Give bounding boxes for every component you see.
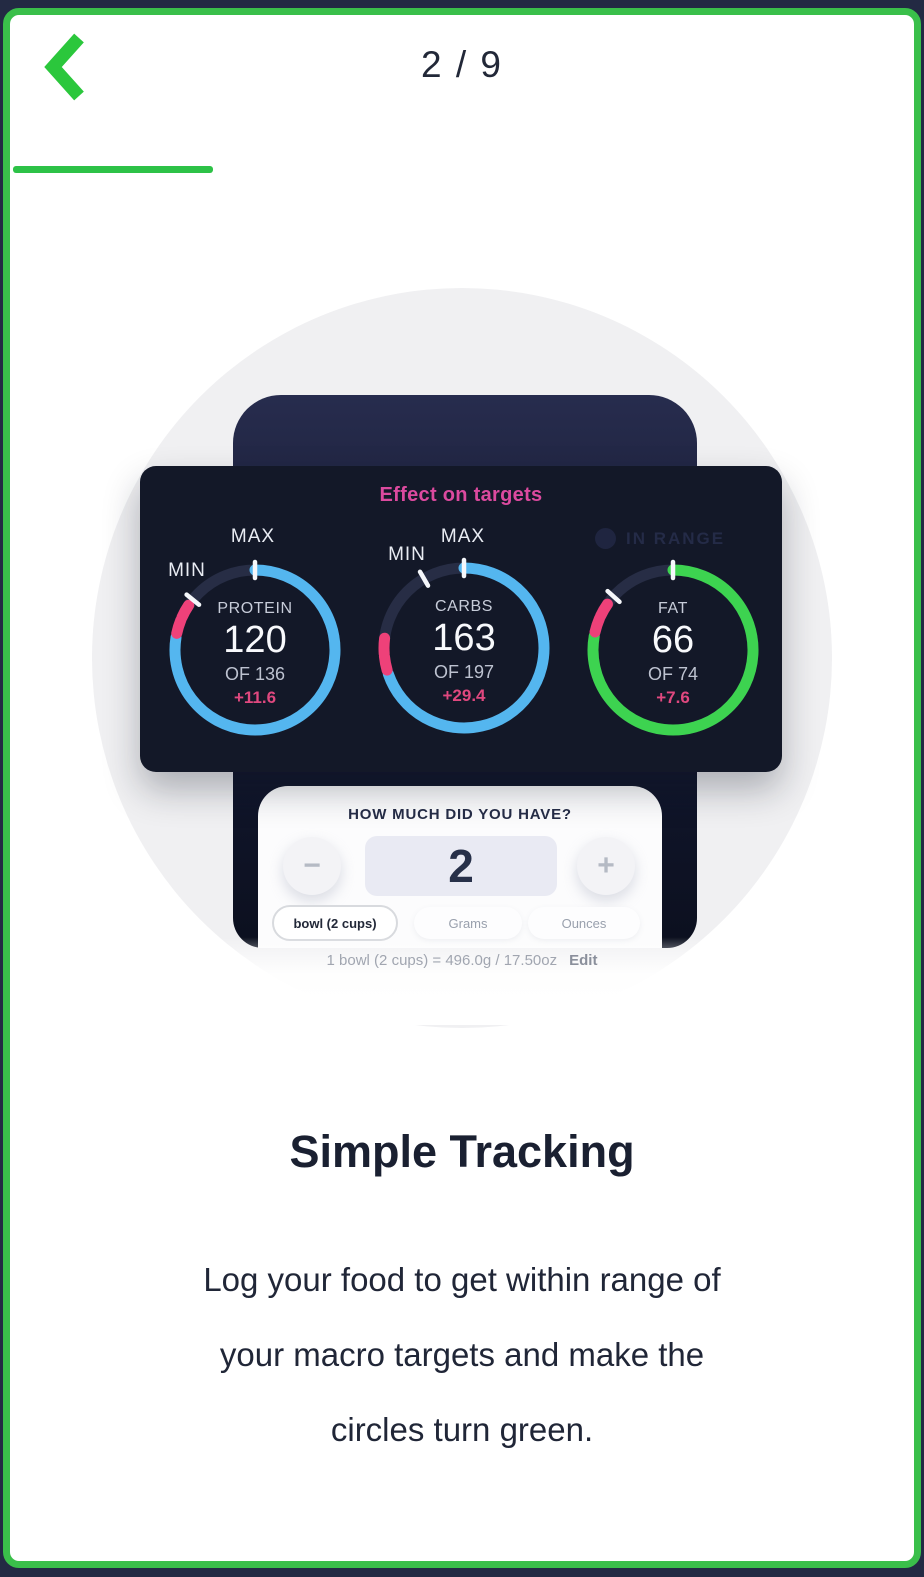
protein-of: OF 136 — [224, 663, 286, 684]
decrement-button: − — [283, 837, 341, 895]
progress-bar — [13, 166, 213, 173]
quantity-value: 2 — [365, 836, 557, 896]
carbs-label: CARBS — [434, 598, 494, 616]
carbs-delta: +29.4 — [442, 685, 486, 705]
conversion-text: 1 bowl (2 cups) = 496.0g / 17.50oz — [326, 952, 558, 969]
in-range-icon — [595, 528, 616, 549]
quantity-question: HOW MUCH DID YOU HAVE? — [348, 806, 572, 823]
carbs-of: OF 197 — [433, 661, 495, 682]
protein-label: PROTEIN — [217, 600, 293, 618]
onboarding-page: 2 / 9 HOW MUCH DID YOU HAVE? − 2 + bowl … — [3, 8, 921, 1568]
carbs-max-label: MAX — [440, 526, 486, 547]
description-text: Log your food to get within range of you… — [203, 1261, 721, 1448]
in-range-badge: IN RANGE — [595, 528, 725, 549]
edit-link: Edit — [569, 952, 598, 969]
page-indicator: 2 / 9 — [421, 44, 503, 85]
in-range-label: IN RANGE — [626, 528, 726, 548]
protein-gauge-text: PROTEIN 120 OF 136 +11.6 — [180, 600, 330, 708]
carbs-ring — [378, 557, 550, 734]
card-title: Effect on targets — [379, 484, 543, 506]
protein-max-label: MAX — [230, 526, 276, 547]
carbs-value: 163 — [432, 617, 496, 660]
protein-ring — [169, 559, 341, 736]
increment-button: + — [577, 837, 635, 895]
page-title: Simple Tracking — [289, 1126, 635, 1177]
fade-overlay — [80, 890, 840, 1025]
carbs-min-label: MIN — [388, 544, 426, 565]
fat-value: 66 — [651, 619, 695, 662]
fat-ring — [587, 559, 759, 736]
protein-delta: +11.6 — [233, 687, 277, 707]
protein-value: 120 — [223, 619, 287, 662]
protein-min-label: MIN — [168, 560, 206, 581]
fat-of: OF 74 — [647, 663, 699, 684]
back-button[interactable] — [30, 28, 100, 108]
fat-delta: +7.6 — [656, 687, 690, 707]
fat-label: FAT — [658, 600, 688, 618]
chevron-left-icon — [44, 33, 84, 100]
effect-on-targets-card: Effect on targets PROTEIN 120 OF 136 +11.6 M… — [140, 466, 782, 772]
fat-gauge-text: FAT 66 OF 74 +7.6 — [598, 600, 748, 708]
carbs-gauge-text: CARBS 163 OF 197 +29.4 — [389, 598, 539, 706]
